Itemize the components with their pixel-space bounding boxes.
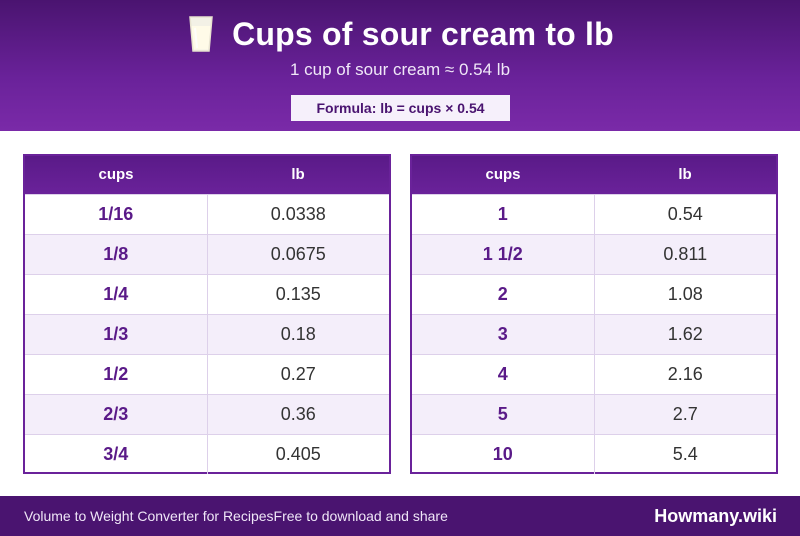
table-row: 1/8 0.0675 — [25, 234, 389, 274]
cups-cell: 5 — [412, 395, 595, 434]
table-row: 1/3 0.18 — [25, 314, 389, 354]
column-header-cups: cups — [485, 166, 521, 183]
cups-cell: 1/4 — [25, 275, 208, 314]
lb-cell: 1.08 — [667, 284, 703, 304]
lb-cell: 0.36 — [280, 404, 316, 424]
footer-bar: Volume to Weight Converter for RecipesFr… — [0, 496, 800, 536]
lb-cell: 0.811 — [663, 244, 708, 264]
lb-cell: 0.0338 — [270, 204, 326, 224]
lb-cell: 0.135 — [275, 284, 321, 304]
title-row: Cups of sour cream to lb — [0, 12, 800, 56]
table-row: 10 5.4 — [412, 434, 776, 474]
page-title: Cups of sour cream to lb — [232, 15, 614, 52]
table-row: 2/3 0.36 — [25, 394, 389, 434]
cups-cell: 2/3 — [25, 395, 208, 434]
table-header: cups lb — [412, 156, 776, 194]
table-row: 5 2.7 — [412, 394, 776, 434]
lb-cell: 0.27 — [280, 364, 316, 384]
table-row: 1/2 0.27 — [25, 354, 389, 394]
cups-cell: 4 — [412, 355, 595, 394]
conversion-table-right: cups lb 1 0.54 1 1/2 0.811 2 1.08 3 1.62… — [410, 154, 778, 474]
cups-cell: 1 — [412, 195, 595, 234]
lb-cell: 5.4 — [672, 444, 698, 464]
cups-cell: 3/4 — [25, 435, 208, 474]
column-header-lb: lb — [678, 166, 692, 183]
brand-logo[interactable]: Howmany.wiki — [654, 506, 777, 526]
cups-cell: 3 — [412, 315, 595, 354]
lb-cell: 0.18 — [280, 324, 316, 344]
cups-cell: 1/2 — [25, 355, 208, 394]
lb-cell: 0.0675 — [270, 244, 326, 264]
header-banner: Cups of sour cream to lb 1 cup of sour c… — [0, 0, 800, 131]
lb-cell: 0.405 — [275, 444, 321, 464]
lb-cell: 1.62 — [667, 324, 703, 344]
table-row: 2 1.08 — [412, 274, 776, 314]
cups-cell: 1/8 — [25, 235, 208, 274]
table-row: 1 1/2 0.811 — [412, 234, 776, 274]
footer-tagline: Volume to Weight Converter for RecipesFr… — [24, 508, 448, 524]
lb-cell: 2.16 — [667, 364, 703, 384]
glass-of-milk-icon — [186, 14, 216, 54]
formula-badge: Formula: lb = cups × 0.54 — [291, 95, 510, 121]
page-subtitle: 1 cup of sour cream ≈ 0.54 lb — [289, 60, 511, 79]
cups-cell: 1/3 — [25, 315, 208, 354]
cups-cell: 2 — [412, 275, 595, 314]
table-row: 1/4 0.135 — [25, 274, 389, 314]
table-row: 4 2.16 — [412, 354, 776, 394]
table-row: 3 1.62 — [412, 314, 776, 354]
table-header: cups lb — [25, 156, 389, 194]
table-row: 3/4 0.405 — [25, 434, 389, 474]
cups-cell: 1/16 — [25, 195, 208, 234]
lb-cell: 2.7 — [672, 404, 698, 424]
column-header-cups: cups — [98, 166, 134, 183]
cups-cell: 1 1/2 — [412, 235, 595, 274]
column-header-lb: lb — [291, 166, 305, 183]
table-row: 1/16 0.0338 — [25, 194, 389, 234]
conversion-table-left: cups lb 1/16 0.0338 1/8 0.0675 1/4 0.135… — [23, 154, 391, 474]
lb-cell: 0.54 — [667, 204, 703, 224]
cups-cell: 10 — [412, 435, 595, 474]
table-row: 1 0.54 — [412, 194, 776, 234]
